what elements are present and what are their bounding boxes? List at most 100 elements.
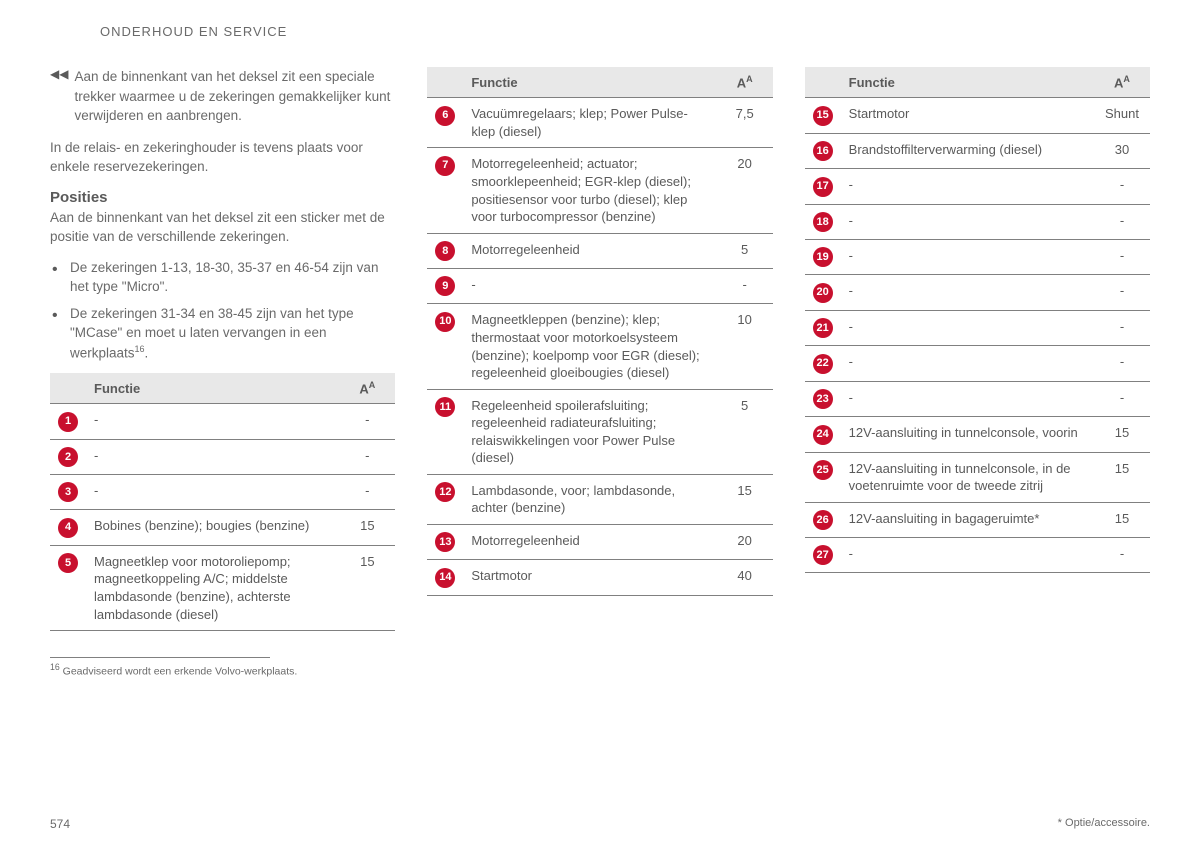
fuse-badge-cell: 27 <box>805 538 841 573</box>
fuse-number-badge: 24 <box>813 425 833 445</box>
th-icon <box>427 67 463 98</box>
table-row: 11Regeleenheid spoilerafsluiting; regele… <box>427 389 772 474</box>
section-header: ONDERHOUD EN SERVICE <box>100 24 1150 39</box>
th-functie: Functie <box>86 373 339 404</box>
fuse-badge-cell: 13 <box>427 524 463 559</box>
fuse-function-cell: - <box>86 439 339 474</box>
fuse-amp-cell: 5 <box>717 233 773 268</box>
fuse-badge-cell: 12 <box>427 474 463 524</box>
fuse-function-cell: 12V-aansluiting in bagageruimte* <box>841 502 1094 537</box>
fuse-amp-cell: 30 <box>1094 133 1150 168</box>
fuse-amp-cell: - <box>1094 538 1150 573</box>
fuse-number-badge: 14 <box>435 568 455 588</box>
fuse-amp-cell: 7,5 <box>717 98 773 148</box>
content-columns: ◀◀ Aan de binnenkant van het deksel zit … <box>50 67 1150 678</box>
table-row: 18-- <box>805 204 1150 239</box>
fuse-function-cell: - <box>841 240 1094 275</box>
fuse-amp-cell: 20 <box>717 148 773 233</box>
bullet-2: De zekeringen 31-34 en 38-45 zijn van he… <box>50 305 395 363</box>
fuse-badge-cell: 6 <box>427 98 463 148</box>
fuse-number-badge: 15 <box>813 106 833 126</box>
fuse-badge-cell: 26 <box>805 502 841 537</box>
page-footer: 574 * Optie/accessoire. <box>50 817 1150 831</box>
fuse-number-badge: 8 <box>435 241 455 261</box>
fuse-badge-cell: 16 <box>805 133 841 168</box>
fuse-amp-cell: 15 <box>339 510 395 545</box>
fuse-number-badge: 18 <box>813 212 833 232</box>
fuse-function-cell: - <box>841 275 1094 310</box>
fuse-function-cell: Magneetkleppen (benzine); klep; thermost… <box>463 304 716 389</box>
fuse-table-1: Functie AA 1--2--3--4Bobines (benzine); … <box>50 373 395 631</box>
th-functie: Functie <box>841 67 1094 98</box>
fuse-number-badge: 5 <box>58 553 78 573</box>
intro-block: ◀◀ Aan de binnenkant van het deksel zit … <box>50 67 395 363</box>
fuse-number-badge: 16 <box>813 141 833 161</box>
th-icon <box>50 373 86 404</box>
fuse-badge-cell: 22 <box>805 346 841 381</box>
fuse-function-cell: - <box>841 381 1094 416</box>
table-row: 15StartmotorShunt <box>805 98 1150 133</box>
table-row: 22-- <box>805 346 1150 381</box>
fuse-badge-cell: 25 <box>805 452 841 502</box>
table-row: 17-- <box>805 169 1150 204</box>
table-row: 19-- <box>805 240 1150 275</box>
fuse-number-badge: 10 <box>435 312 455 332</box>
fuse-number-badge: 13 <box>435 532 455 552</box>
fuse-number-badge: 20 <box>813 283 833 303</box>
footnote: 16 Geadviseerd wordt een erkende Volvo-w… <box>50 662 395 678</box>
table-row: 9-- <box>427 269 772 304</box>
fuse-amp-cell: - <box>339 475 395 510</box>
table-row: 7Motorregeleenheid; actuator; smoorklepe… <box>427 148 772 233</box>
fuse-badge-cell: 10 <box>427 304 463 389</box>
fuse-amp-cell: 20 <box>717 524 773 559</box>
column-3: Functie AA 15StartmotorShunt16Brandstoff… <box>805 67 1150 678</box>
fuse-badge-cell: 5 <box>50 545 86 630</box>
fuse-amp-cell: 40 <box>717 560 773 595</box>
fuse-number-badge: 27 <box>813 545 833 565</box>
fuse-function-cell: Motorregeleenheid <box>463 524 716 559</box>
table-row: 2512V-aansluiting in tunnelconsole, in d… <box>805 452 1150 502</box>
footnote-ref: 16 <box>135 344 145 354</box>
fuse-number-badge: 6 <box>435 106 455 126</box>
fuse-table-3: Functie AA 15StartmotorShunt16Brandstoff… <box>805 67 1150 573</box>
table-row: 1-- <box>50 404 395 439</box>
posities-heading: Posities <box>50 189 395 206</box>
fuse-amp-cell: Shunt <box>1094 98 1150 133</box>
fuse-amp-cell: 15 <box>717 474 773 524</box>
fuse-amp-cell: 10 <box>717 304 773 389</box>
table-row: 10Magneetkleppen (benzine); klep; thermo… <box>427 304 772 389</box>
th-functie: Functie <box>463 67 716 98</box>
column-2: Functie AA 6Vacuümregelaars; klep; Power… <box>427 67 772 678</box>
table-row: 23-- <box>805 381 1150 416</box>
th-icon <box>805 67 841 98</box>
fuse-function-cell: Vacuümregelaars; klep; Power Pulse-klep … <box>463 98 716 148</box>
fuse-number-badge: 17 <box>813 177 833 197</box>
fuse-number-badge: 19 <box>813 247 833 267</box>
fuse-table-2: Functie AA 6Vacuümregelaars; klep; Power… <box>427 67 772 596</box>
fuse-amp-cell: - <box>1094 346 1150 381</box>
fuse-amp-cell: - <box>1094 310 1150 345</box>
fuse-function-cell: Regeleenheid spoilerafsluiting; regeleen… <box>463 389 716 474</box>
page-number: 574 <box>50 817 70 831</box>
posities-bullets: De zekeringen 1-13, 18-30, 35-37 en 46-5… <box>50 259 395 363</box>
table-row: 20-- <box>805 275 1150 310</box>
fuse-function-cell: - <box>841 538 1094 573</box>
fuse-amp-cell: 15 <box>1094 502 1150 537</box>
fuse-number-badge: 2 <box>58 447 78 467</box>
fuse-amp-cell: - <box>1094 204 1150 239</box>
fuse-number-badge: 1 <box>58 412 78 432</box>
fuse-badge-cell: 17 <box>805 169 841 204</box>
fuse-number-badge: 22 <box>813 354 833 374</box>
table-row: 12Lambdasonde, voor; lambdasonde, achter… <box>427 474 772 524</box>
intro-paragraph-2: In de relais- en zekeringhouder is teven… <box>50 138 395 177</box>
fuse-function-cell: - <box>841 310 1094 345</box>
fuse-number-badge: 7 <box>435 156 455 176</box>
continuation-arrows-icon: ◀◀ <box>50 67 68 81</box>
fuse-amp-cell: - <box>1094 240 1150 275</box>
fuse-amp-cell: 15 <box>1094 417 1150 452</box>
fuse-amp-cell: 15 <box>1094 452 1150 502</box>
fuse-number-badge: 3 <box>58 482 78 502</box>
table-row: 8Motorregeleenheid5 <box>427 233 772 268</box>
fuse-function-cell: 12V-aansluiting in tunnelconsole, in de … <box>841 452 1094 502</box>
fuse-amp-cell: - <box>339 404 395 439</box>
